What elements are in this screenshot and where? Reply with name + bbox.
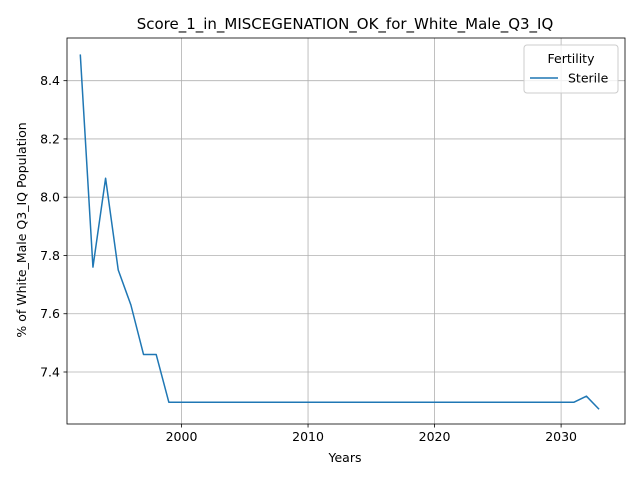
x-tick-label: 2020 [419, 429, 451, 444]
y-tick-label: 7.4 [40, 364, 60, 379]
y-axis: 7.4 7.6 7.8 8.0 8.2 8.4 [40, 73, 67, 379]
legend: Fertility Sterile [523, 44, 619, 94]
plot-lines [79, 54, 600, 410]
axes-frame [66, 37, 626, 425]
y-tick-label: 8.0 [40, 190, 60, 205]
x-tick-label: 2030 [545, 429, 577, 444]
legend-label-sterile: Sterile [568, 71, 609, 86]
y-tick-label: 7.6 [40, 306, 60, 321]
series-line-sterile [79, 54, 600, 410]
x-tick-label: 2010 [292, 429, 324, 444]
x-axis: 2000 2010 2020 2030 [166, 424, 577, 444]
y-tick-label: 7.8 [40, 248, 60, 263]
legend-box [523, 44, 619, 94]
y-tick-label: 8.2 [40, 131, 60, 146]
y-tick-label: 8.4 [40, 73, 60, 88]
x-axis-label: Years [328, 450, 362, 465]
legend-title: Fertility [548, 51, 596, 66]
chart-title: Score_1_in_MISCEGENATION_OK_for_White_Ma… [137, 15, 554, 34]
y-axis-label: % of White_Male Q3_IQ Population [14, 122, 29, 337]
x-tick-label: 2000 [166, 429, 198, 444]
